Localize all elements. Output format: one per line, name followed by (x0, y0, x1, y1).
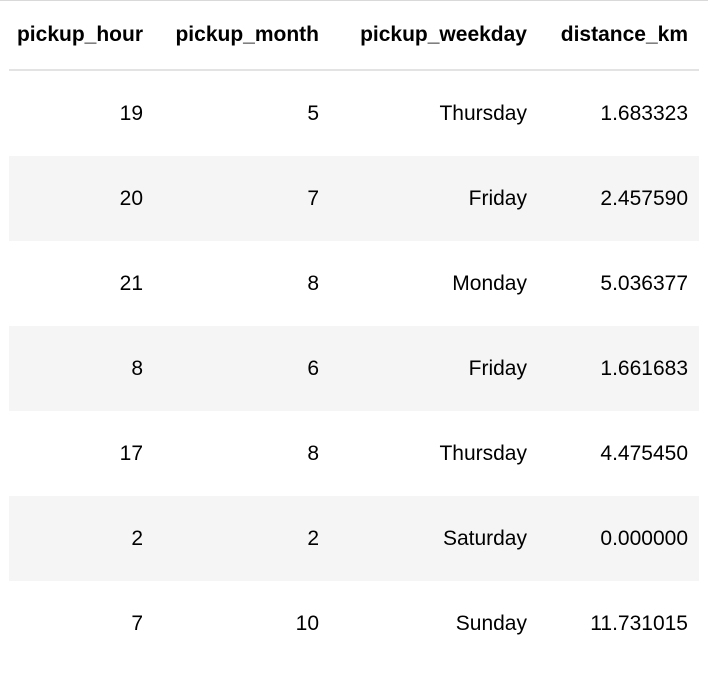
cell-pickup-weekday: Friday (330, 156, 538, 241)
cell-pickup-weekday: Thursday (439, 101, 527, 125)
cell-pickup-month: 6 (154, 326, 330, 411)
cell-distance-km: 4.475450 (600, 441, 688, 465)
header-row: pickup_hour pickup_month pickup_weekday … (9, 0, 699, 71)
table-row: 7 10 Sunday 11.731015 (9, 581, 699, 666)
table-body: 19 5 Thursday 1.683323 20 7 Friday 2.457… (9, 70, 699, 666)
cell-pickup-month: 8 (307, 441, 319, 465)
cell-distance-km: 5.036377 (600, 271, 688, 295)
column-header-pickup-hour: pickup_hour (9, 0, 154, 71)
cell-pickup-hour: 19 (119, 101, 143, 125)
cell-pickup-hour: 17 (119, 441, 143, 465)
cell-pickup-month: 10 (295, 611, 319, 635)
cell-pickup-weekday: Sunday (455, 611, 527, 635)
cell-pickup-hour: 20 (9, 156, 154, 241)
cell-pickup-weekday: Friday (330, 326, 538, 411)
column-header-distance-km: distance_km (538, 0, 699, 71)
cell-pickup-weekday: Thursday (439, 441, 527, 465)
cell-distance-km: 2.457590 (538, 156, 699, 241)
cell-pickup-weekday: Monday (452, 271, 527, 295)
cell-pickup-weekday: Saturday (330, 496, 538, 581)
table-row: 2 2 Saturday 0.000000 (9, 496, 699, 581)
cell-distance-km: 1.683323 (600, 101, 688, 125)
cell-distance-km: 1.661683 (538, 326, 699, 411)
cell-pickup-month: 5 (307, 101, 319, 125)
cell-pickup-hour: 8 (9, 326, 154, 411)
cell-pickup-hour: 21 (119, 271, 143, 295)
table-row: 20 7 Friday 2.457590 (9, 156, 699, 241)
cell-pickup-month: 8 (307, 271, 319, 295)
table-row: 19 5 Thursday 1.683323 (9, 70, 699, 156)
column-header-pickup-weekday: pickup_weekday (330, 0, 538, 71)
cell-distance-km: 0.000000 (538, 496, 699, 581)
cell-pickup-hour: 2 (9, 496, 154, 581)
table-row: 8 6 Friday 1.661683 (9, 326, 699, 411)
table-row: 17 8 Thursday 4.475450 (9, 411, 699, 496)
cell-pickup-hour: 7 (131, 611, 143, 635)
dataframe-table: pickup_hour pickup_month pickup_weekday … (9, 0, 699, 666)
cell-pickup-month: 7 (154, 156, 330, 241)
cell-pickup-month: 2 (154, 496, 330, 581)
cell-distance-km: 11.731015 (590, 611, 688, 635)
column-header-pickup-month: pickup_month (154, 0, 330, 71)
table-row: 21 8 Monday 5.036377 (9, 241, 699, 326)
table-header: pickup_hour pickup_month pickup_weekday … (9, 0, 699, 71)
